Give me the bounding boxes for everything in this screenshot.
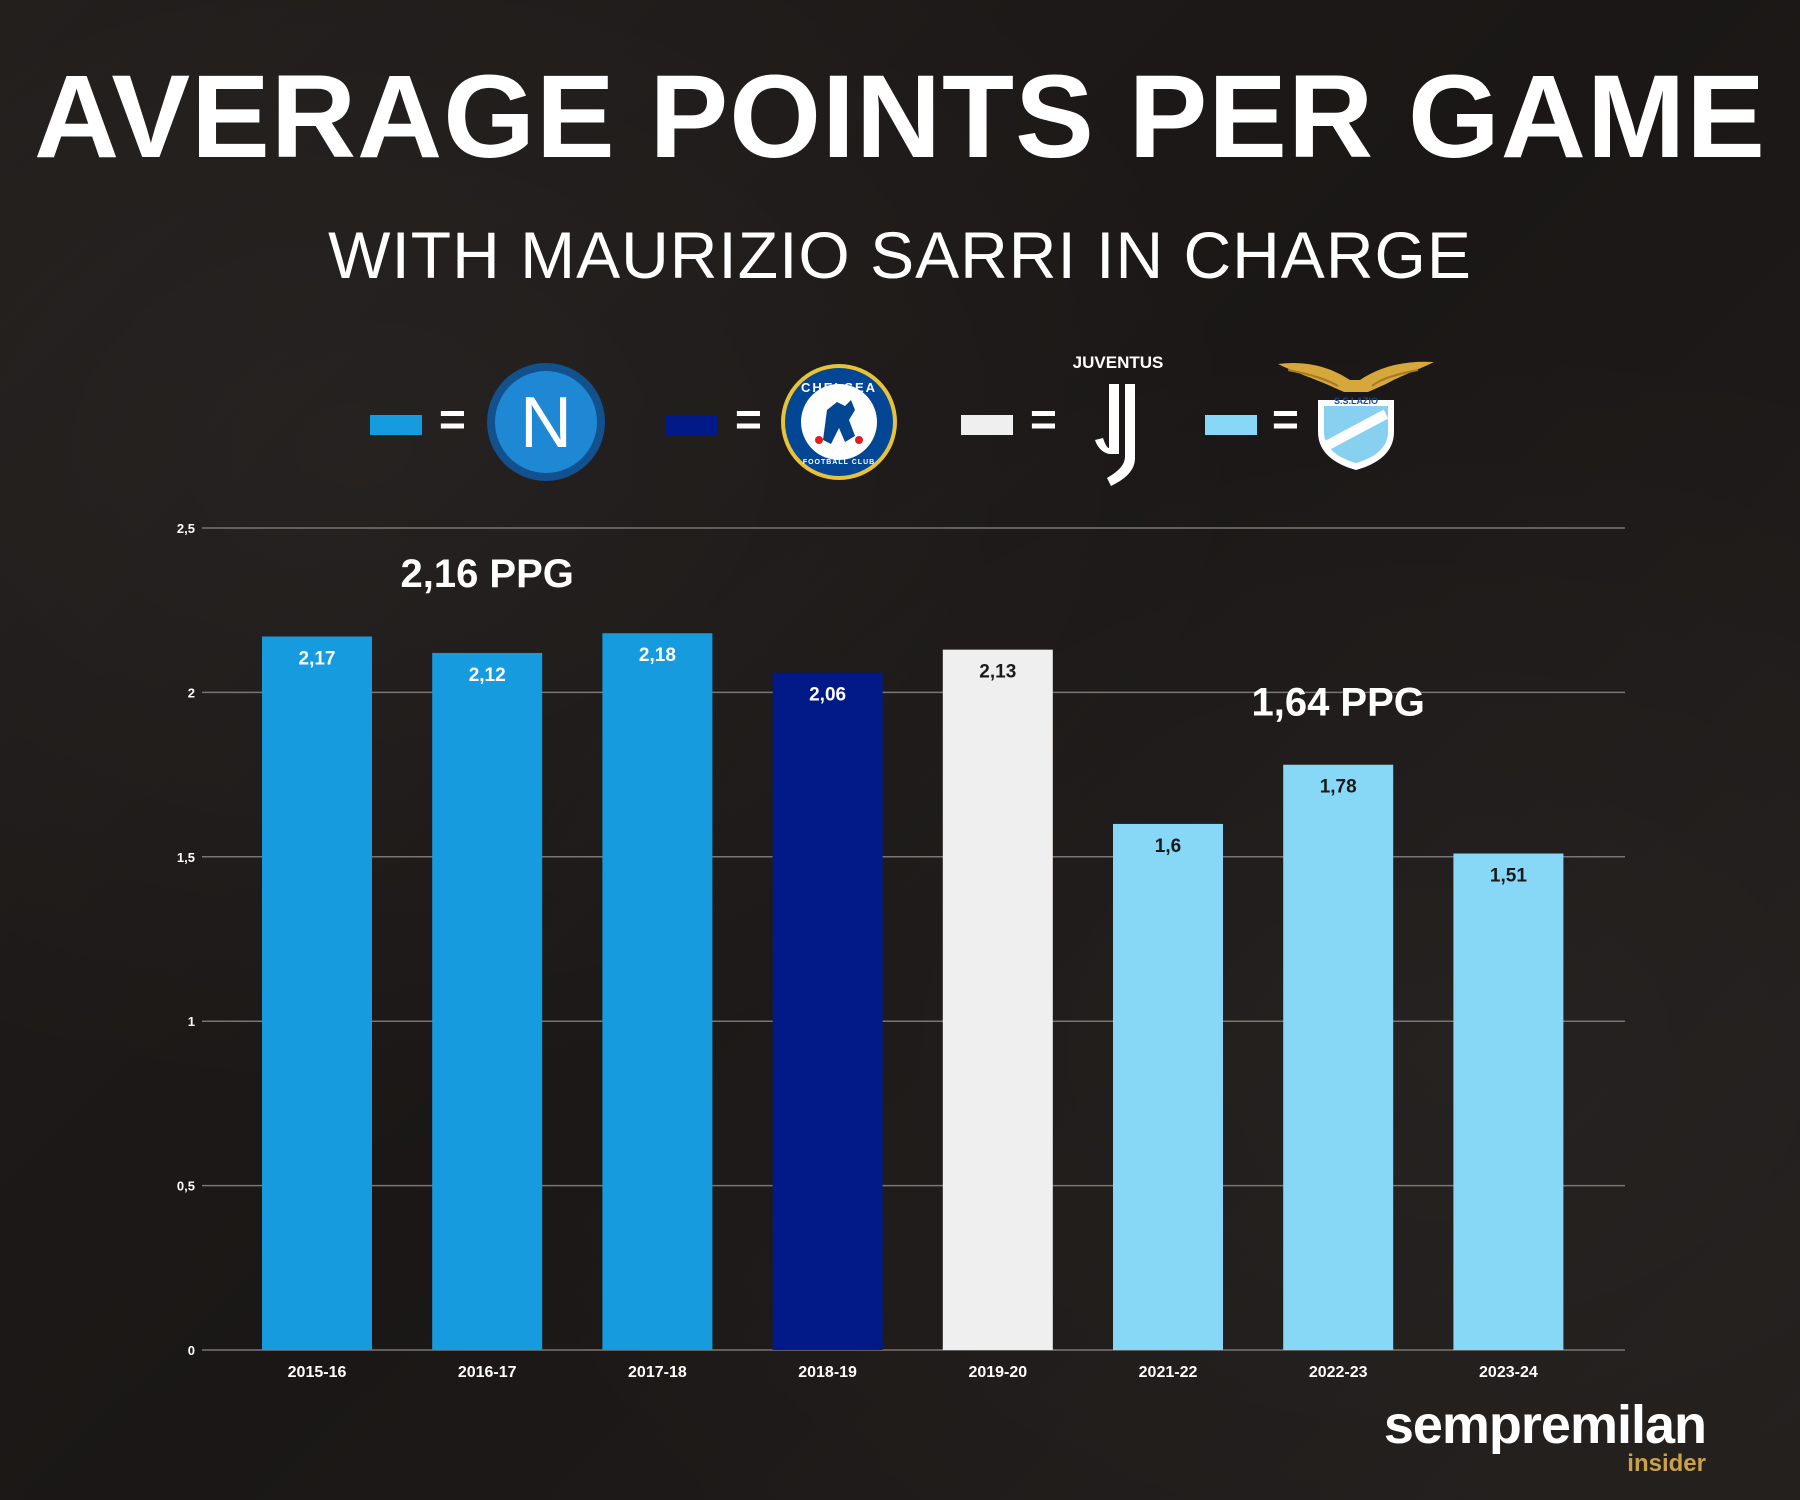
chelsea-crest-icon: CHELSEA FOOTBALL CLUB — [781, 364, 897, 480]
legend-swatch-lazio — [1205, 415, 1257, 435]
y-tick-label: 0 — [188, 1343, 195, 1358]
brand-name: sempremilan — [1383, 1395, 1707, 1455]
ppg-annotation: 2,16 PPG — [400, 552, 573, 596]
legend-equals: = — [1030, 393, 1057, 445]
bar-2016-17 — [432, 652, 543, 1350]
label-layer: 0 0,5 1 1,5 2 2,5 2,17 2015-16 2,12 2016-17 2,18 20… — [177, 521, 1538, 1381]
bar-value-label: 2,12 — [469, 665, 506, 686]
bar-value-label: 2,17 — [299, 649, 336, 670]
y-tick-label: 1,5 — [177, 850, 195, 865]
juventus-logo-icon: JUVENTUS — [1073, 353, 1164, 486]
page-title: AVERAGE POINTS PER GAME — [33, 51, 1767, 183]
legend-equals: = — [735, 393, 762, 445]
y-tick-label: 0,5 — [177, 1179, 195, 1194]
legend-swatch-juventus — [961, 415, 1013, 435]
chelsea-logo-subtext: FOOTBALL CLUB — [803, 459, 875, 466]
legend-equals: = — [1272, 393, 1299, 445]
bar-2022-23 — [1283, 764, 1394, 1350]
bar-value-label: 2,13 — [979, 662, 1016, 683]
bar-value-label: 2,06 — [809, 685, 846, 706]
y-tick-label: 2,5 — [177, 521, 195, 536]
legend-equals: = — [439, 393, 466, 445]
ppg-annotation: 1,64 PPG — [1251, 680, 1424, 724]
grid-layer — [202, 527, 1625, 1351]
x-tick-label: 2015-16 — [288, 1364, 347, 1381]
bar-layer — [262, 633, 1564, 1350]
juventus-logo-text: JUVENTUS — [1073, 353, 1164, 372]
bar-2019-20 — [942, 649, 1053, 1350]
bar-2015-16 — [262, 636, 372, 1350]
chelsea-logo-text: CHELSEA — [801, 380, 877, 395]
x-tick-label: 2017-18 — [628, 1364, 687, 1381]
lazio-logo-text: S.S.LAZIO — [1334, 396, 1378, 406]
legend-swatch-chelsea — [666, 415, 718, 435]
page-subtitle: WITH MAURIZIO SARRI IN CHARGE — [328, 218, 1472, 292]
y-tick-label: 2 — [188, 685, 195, 700]
brand-sub: insider — [1627, 1450, 1706, 1477]
bar-value-label: 1,78 — [1320, 777, 1357, 798]
lazio-crest-icon: S.S.LAZIO — [1278, 361, 1434, 470]
x-tick-label: 2018-19 — [798, 1364, 857, 1381]
bar-2017-18 — [602, 633, 713, 1350]
x-tick-label: 2022-23 — [1309, 1364, 1368, 1381]
sempremilan-logo: sempremilan insider — [1383, 1395, 1707, 1477]
x-tick-label: 2023-24 — [1479, 1364, 1538, 1381]
x-tick-label: 2016-17 — [458, 1364, 517, 1381]
bar-2021-22 — [1113, 823, 1223, 1350]
legend-swatch-napoli — [370, 415, 422, 435]
bar-value-label: 1,6 — [1155, 836, 1181, 857]
svg-text:N: N — [520, 383, 572, 463]
bar-2023-24 — [1453, 853, 1564, 1350]
y-tick-label: 1 — [188, 1014, 195, 1029]
x-tick-label: 2021-22 — [1139, 1364, 1198, 1381]
bar-value-label: 2,18 — [639, 645, 676, 666]
napoli-crest-icon: N — [487, 363, 605, 481]
bar-value-label: 1,51 — [1490, 866, 1527, 887]
x-tick-label: 2019-20 — [968, 1364, 1027, 1381]
bar-2018-19 — [772, 672, 883, 1350]
